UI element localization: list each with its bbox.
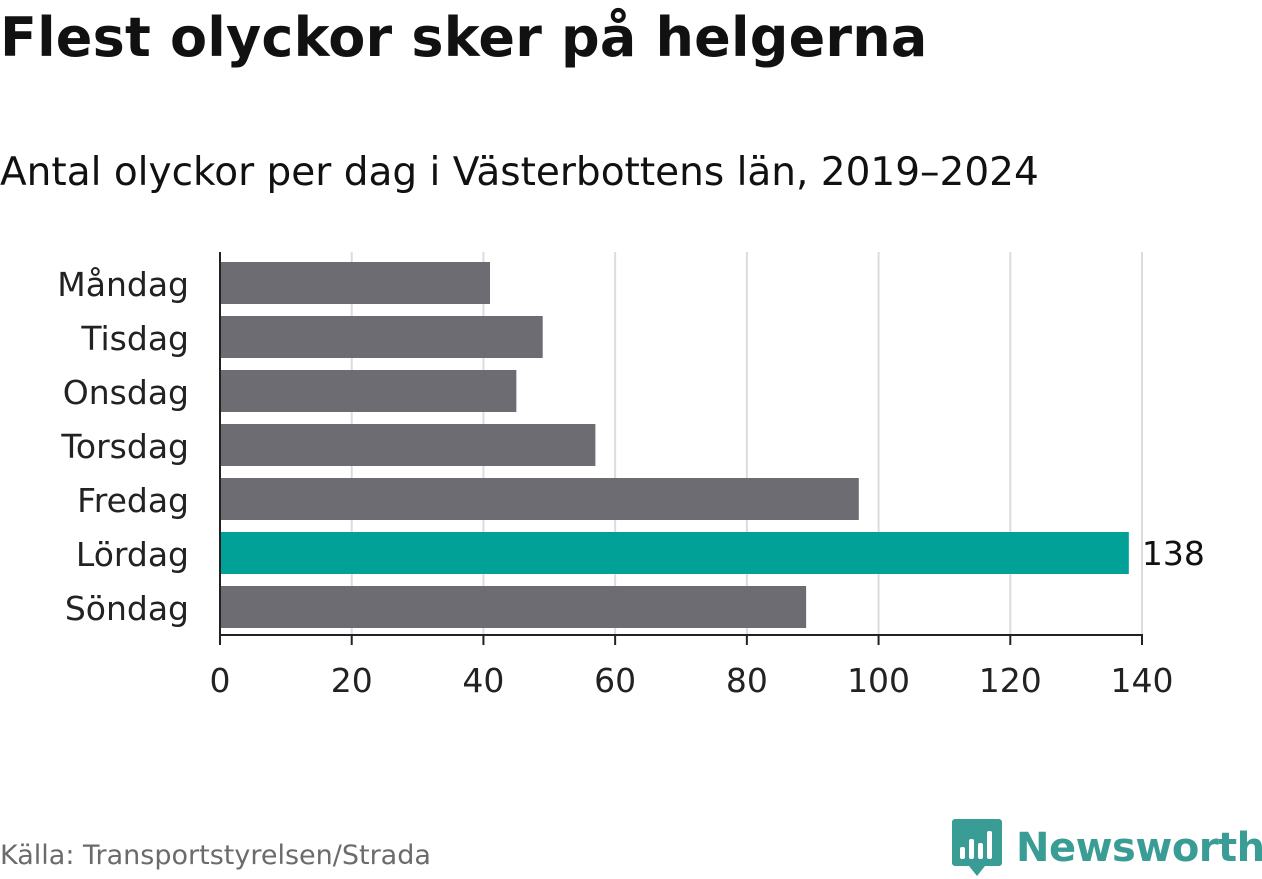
category-label: Tisdag <box>80 319 189 358</box>
newsworthy-logo: Newsworthy <box>952 819 1262 876</box>
category-label: Fredag <box>77 481 189 520</box>
bar <box>221 532 1129 574</box>
bar <box>221 316 543 358</box>
bar <box>221 424 596 466</box>
chart-subtitle: Antal olyckor per dag i Västerbottens lä… <box>0 150 1039 195</box>
x-tick-label: 0 <box>210 661 231 700</box>
x-axis <box>219 252 1143 645</box>
labels: 0 20 40 60 80 100 120 140 Måndag Tisdag Onsdag Tors… <box>57 265 1205 700</box>
source-note: Källa: Transportstyrelsen/Strada <box>0 840 431 871</box>
bar <box>221 478 859 520</box>
x-tick-label: 100 <box>847 661 910 700</box>
x-tick-label: 80 <box>726 661 768 700</box>
category-label: Lördag <box>76 535 189 574</box>
newsworthy-logo-icon <box>952 819 1002 876</box>
x-tick-label: 20 <box>331 661 373 700</box>
bars <box>221 262 1129 628</box>
category-label: Söndag <box>65 589 189 628</box>
category-label: Torsdag <box>60 427 189 466</box>
x-tick-label: 60 <box>594 661 636 700</box>
bar <box>221 370 517 412</box>
category-label: Måndag <box>57 265 189 304</box>
bar <box>221 586 807 628</box>
logo-text: Newsworthy <box>1016 825 1262 871</box>
bar <box>221 262 491 304</box>
x-tick-label: 140 <box>1111 661 1174 700</box>
x-tick-label: 40 <box>462 661 504 700</box>
category-label: Onsdag <box>63 373 189 412</box>
x-tick-label: 120 <box>979 661 1042 700</box>
chart-title: Flest olyckor sker på helgerna <box>0 6 928 69</box>
data-label: 138 <box>1142 534 1205 573</box>
